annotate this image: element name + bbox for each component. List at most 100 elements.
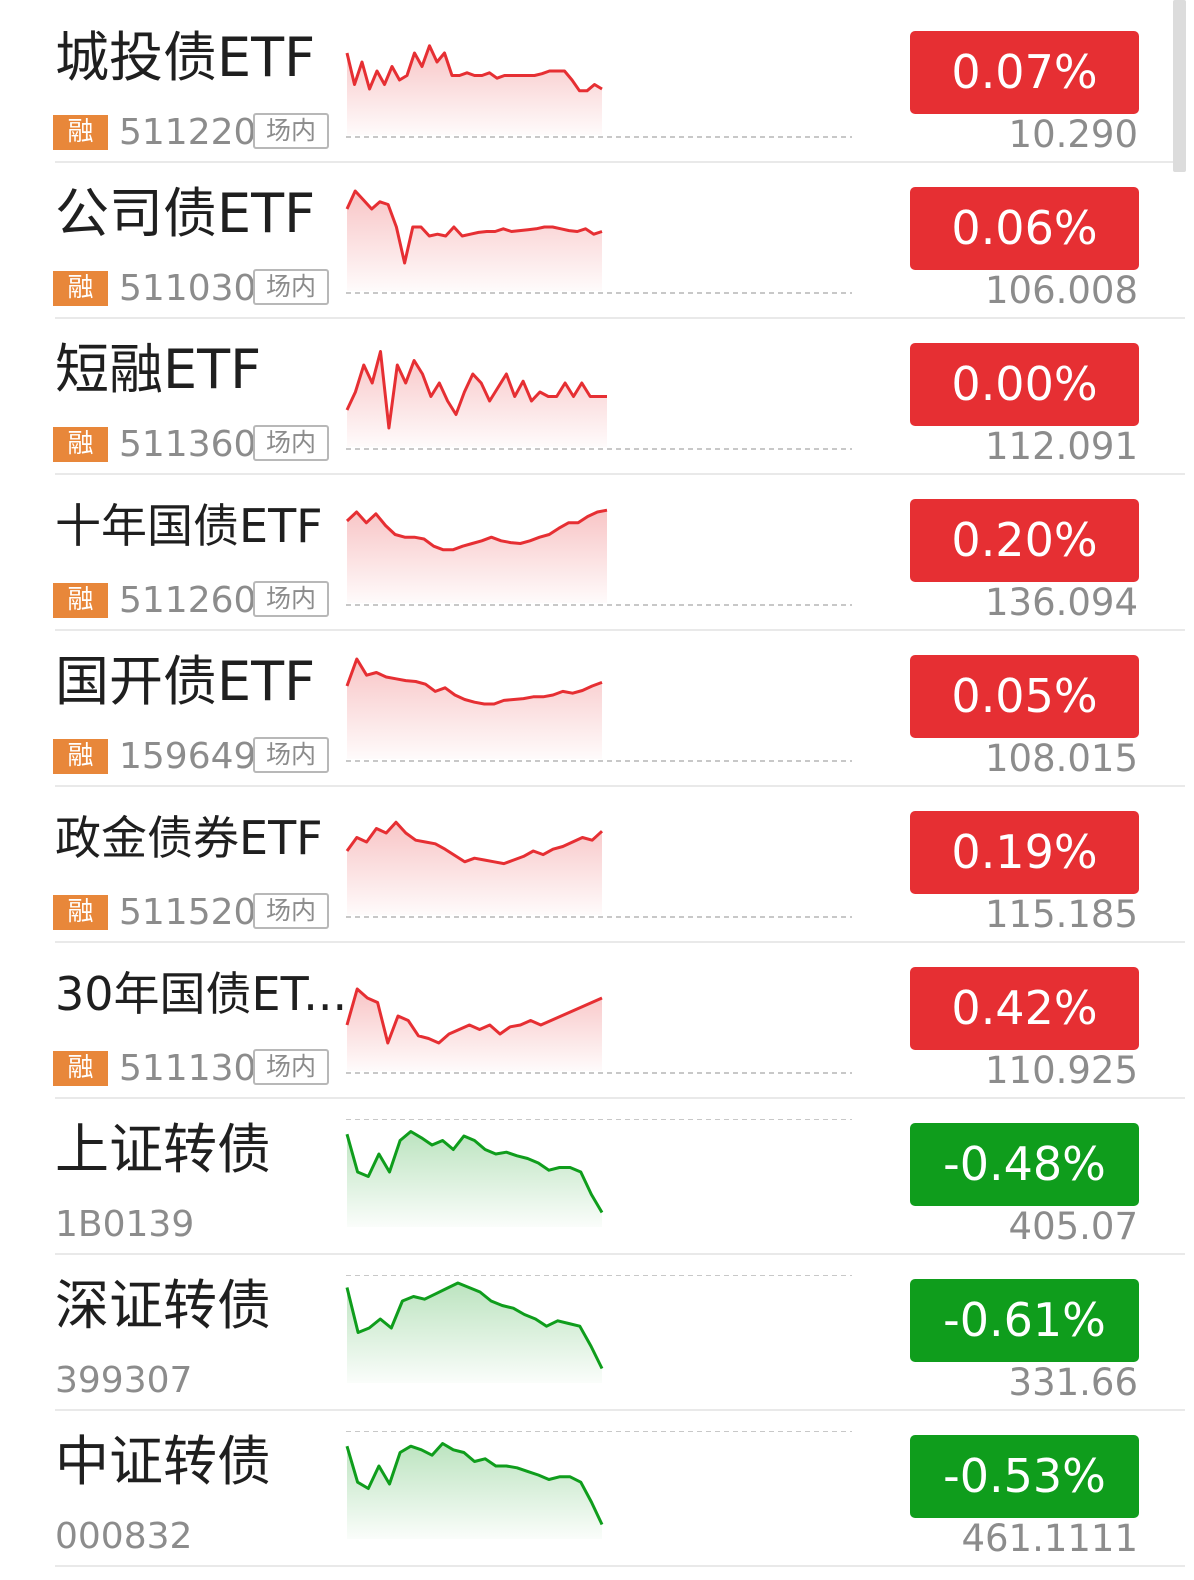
- security-name: 中证转债: [55, 1430, 271, 1493]
- last-price: 10.290: [1008, 113, 1138, 156]
- change-percent-badge[interactable]: -0.61%: [910, 1279, 1139, 1362]
- change-percent-badge[interactable]: 0.19%: [910, 811, 1139, 894]
- sparkline-area: [347, 1283, 602, 1383]
- last-price: 461.1111: [961, 1517, 1138, 1560]
- last-price: 405.07: [1008, 1205, 1138, 1248]
- intraday-sparkline: [345, 657, 852, 762]
- change-percent-badge[interactable]: 0.20%: [910, 499, 1139, 582]
- sparkline-area: [347, 1443, 602, 1539]
- security-code: 511130: [119, 1048, 257, 1089]
- security-code: 159649: [119, 736, 257, 777]
- sparkline-line: [345, 820, 604, 866]
- quote-row[interactable]: 政金债券ETF 融 511520 场内 0.19% 115.185: [0, 787, 1185, 943]
- intraday-sparkline: [345, 350, 852, 450]
- security-name: 公司债ETF: [55, 182, 316, 245]
- row-divider: [55, 785, 1185, 787]
- quote-row[interactable]: 短融ETF 融 511360 场内 0.00% 112.091: [0, 319, 1185, 475]
- quote-row[interactable]: 国开债ETF 融 159649 场内 0.05% 108.015: [0, 631, 1185, 787]
- row-divider: [55, 941, 1185, 943]
- sparkline-line: [345, 1281, 604, 1370]
- margin-tag: 融: [53, 583, 108, 618]
- last-price: 110.925: [984, 1049, 1138, 1092]
- last-price: 115.185: [984, 893, 1138, 936]
- sparkline-area: [347, 659, 602, 759]
- margin-tag: 融: [53, 739, 108, 774]
- margin-tag: 融: [53, 115, 108, 150]
- security-name: 30年国债ET...: [55, 967, 348, 1021]
- change-percent-badge[interactable]: 0.42%: [910, 967, 1139, 1050]
- security-code: 1B0139: [55, 1204, 195, 1245]
- security-name: 政金债券ETF: [55, 811, 323, 865]
- intraday-sparkline: [345, 508, 852, 606]
- row-divider: [55, 629, 1185, 631]
- intraday-sparkline: [345, 820, 852, 918]
- sparkline-line: [345, 44, 603, 93]
- security-name: 深证转债: [55, 1274, 271, 1337]
- market-tag: 场内: [253, 581, 329, 617]
- margin-tag: 融: [53, 427, 108, 462]
- market-tag: 场内: [253, 737, 329, 773]
- sparkline-line: [345, 508, 608, 552]
- security-code: 511030: [119, 268, 257, 309]
- change-percent-badge[interactable]: 0.06%: [910, 187, 1139, 270]
- security-code: 511220: [119, 112, 257, 153]
- intraday-sparkline: [345, 1431, 852, 1539]
- margin-tag: 融: [53, 271, 108, 306]
- sparkline-line: [345, 657, 603, 706]
- row-divider: [55, 1097, 1185, 1099]
- security-code: 511520: [119, 892, 257, 933]
- security-name: 上证转债: [55, 1118, 271, 1181]
- sparkline-area: [347, 989, 602, 1071]
- row-divider: [55, 161, 1185, 163]
- intraday-sparkline: [345, 189, 852, 294]
- sparkline-area: [347, 1131, 602, 1227]
- row-divider: [55, 1565, 1185, 1567]
- last-price: 108.015: [984, 737, 1138, 780]
- change-percent-badge[interactable]: 0.00%: [910, 343, 1139, 426]
- intraday-sparkline: [345, 987, 852, 1074]
- quote-row[interactable]: 公司债ETF 融 511030 场内 0.06% 106.008: [0, 163, 1185, 319]
- market-tag: 场内: [253, 425, 329, 461]
- quote-row[interactable]: 上证转债 1B0139 -0.48% 405.07: [0, 1099, 1185, 1255]
- change-percent-badge[interactable]: -0.53%: [910, 1435, 1139, 1518]
- sparkline-area: [347, 510, 607, 603]
- security-name: 城投债ETF: [55, 26, 316, 89]
- market-tag: 场内: [253, 113, 329, 149]
- row-divider: [55, 1253, 1185, 1255]
- sparkline-line: [345, 1442, 604, 1526]
- market-tag: 场内: [253, 269, 329, 305]
- intraday-sparkline: [345, 1119, 852, 1227]
- quote-row[interactable]: 十年国债ETF 融 511260 场内 0.20% 136.094: [0, 475, 1185, 631]
- margin-tag: 融: [53, 895, 108, 930]
- sparkline-area: [347, 45, 602, 135]
- market-tag: 场内: [253, 893, 329, 929]
- change-percent-badge[interactable]: -0.48%: [910, 1123, 1139, 1206]
- security-code: 511260: [119, 580, 257, 621]
- sparkline-line: [345, 189, 603, 265]
- change-percent-badge[interactable]: 0.07%: [910, 31, 1139, 114]
- row-divider: [55, 1409, 1185, 1411]
- security-name: 国开债ETF: [55, 650, 316, 713]
- last-price: 331.66: [1008, 1361, 1138, 1404]
- margin-tag: 融: [53, 1051, 108, 1086]
- sparkline-area: [347, 822, 602, 915]
- scrollbar[interactable]: [1173, 0, 1186, 172]
- last-price: 136.094: [984, 581, 1138, 624]
- quote-row[interactable]: 深证转债 399307 -0.61% 331.66: [0, 1255, 1185, 1411]
- sparkline-line: [345, 1130, 604, 1214]
- security-name: 短融ETF: [55, 338, 262, 401]
- quote-row[interactable]: 中证转债 000832 -0.53% 461.1111: [0, 1411, 1185, 1567]
- quote-row[interactable]: 城投债ETF 融 511220 场内 0.07% 10.290: [0, 7, 1185, 163]
- sparkline-line: [345, 350, 607, 430]
- quote-row[interactable]: 30年国债ET... 融 511130 场内 0.42% 110.925: [0, 943, 1185, 1099]
- security-code: 000832: [55, 1516, 193, 1557]
- security-code: 399307: [55, 1360, 193, 1401]
- intraday-sparkline: [345, 1275, 852, 1383]
- security-code: 511360: [119, 424, 257, 465]
- change-percent-badge[interactable]: 0.05%: [910, 655, 1139, 738]
- sparkline-area: [347, 191, 602, 291]
- row-divider: [55, 473, 1185, 475]
- row-divider: [55, 317, 1185, 319]
- last-price: 112.091: [984, 425, 1138, 468]
- security-name: 十年国债ETF: [55, 499, 323, 553]
